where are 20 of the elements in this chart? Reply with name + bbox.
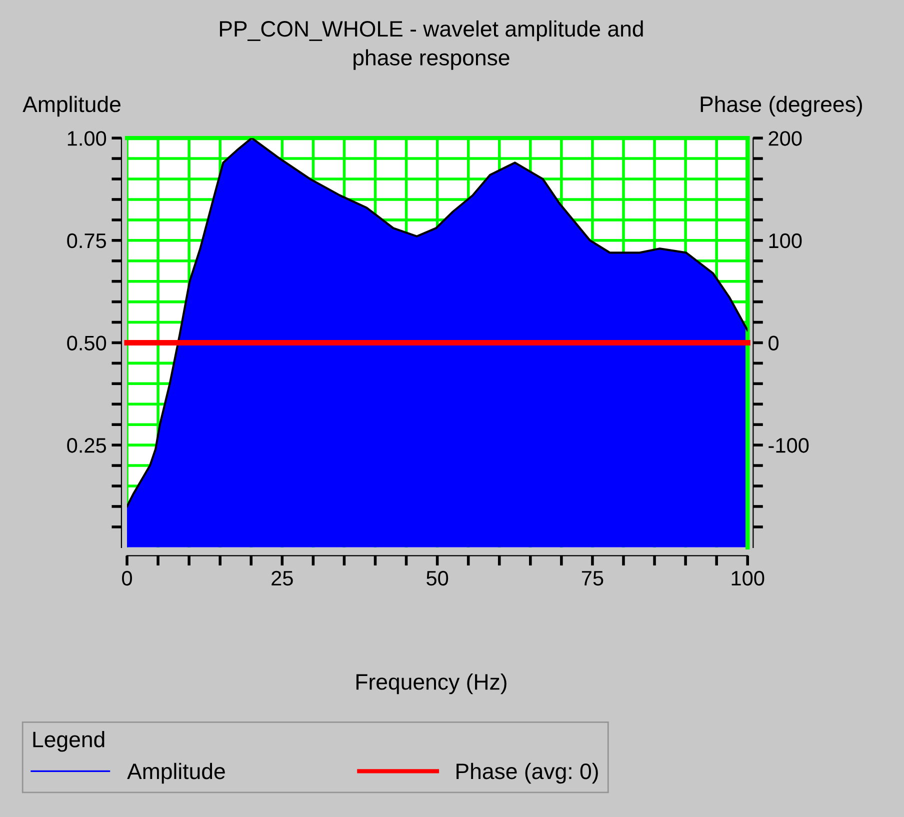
- x-axis-title: Frequency (Hz): [356, 673, 506, 694]
- x-tick-label: 25: [272, 570, 293, 586]
- y2-tick-label: 100: [769, 233, 802, 248]
- x-tick-label: 50: [426, 570, 448, 586]
- y-tick-label: 1.00: [68, 131, 106, 146]
- y-tick-label: 0.25: [67, 438, 106, 453]
- x-tick-label: 0: [122, 570, 132, 586]
- y-tick-label: 0.50: [67, 336, 106, 350]
- x-tick-label: 100: [732, 570, 764, 586]
- y2-tick-label: -100: [768, 438, 809, 453]
- y-tick-label: 0.75: [67, 233, 106, 248]
- y2-tick-label: 0: [768, 336, 779, 350]
- chart-title: PP_CON_WHOLE - wavelet amplitude and phase response: [220, 20, 643, 70]
- legend-label: Amplitude: [127, 762, 225, 784]
- y2-tick-label: 200: [768, 131, 802, 146]
- y2-axis-title: Phase (degrees): [700, 96, 862, 117]
- legend-label: Phase (avg: 0): [456, 762, 598, 784]
- x-tick-label: 75: [582, 571, 604, 586]
- y-axis-title: Amplitude: [22, 96, 120, 117]
- legend-title: Legend: [33, 731, 104, 752]
